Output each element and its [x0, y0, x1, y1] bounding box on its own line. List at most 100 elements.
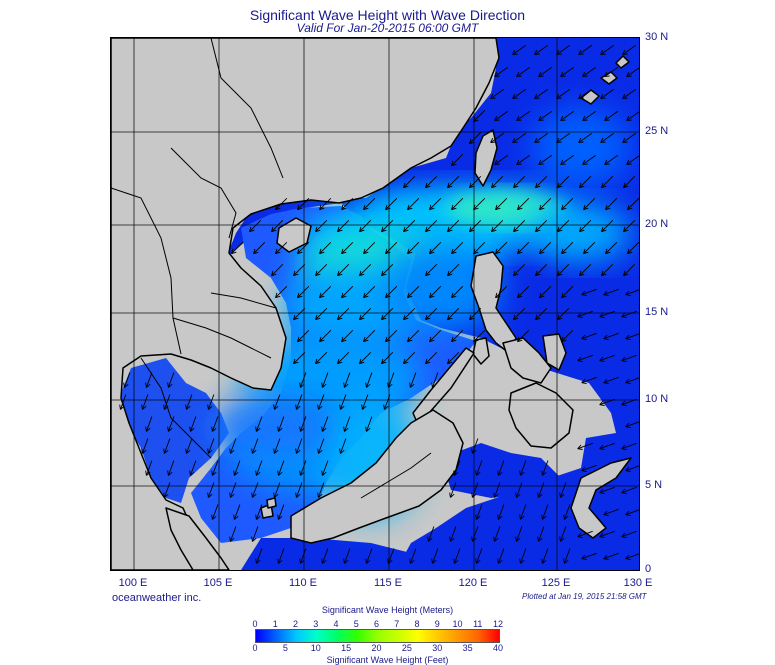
- lon-label-110e: 110 E: [289, 577, 317, 589]
- wave-arrow: [623, 263, 636, 277]
- wave-arrow: [494, 155, 508, 166]
- wave-arrow: [622, 133, 636, 144]
- legend-meter-tick: 4: [333, 619, 339, 629]
- wave-arrow: [425, 175, 438, 189]
- wave-arrow: [560, 67, 574, 78]
- legend-meter-tick: 6: [373, 619, 380, 629]
- wave-arrow: [538, 111, 552, 122]
- wave-arrow: [341, 241, 354, 255]
- wave-arrow: [625, 509, 639, 516]
- wave-arrow: [561, 285, 574, 299]
- wave-arrow: [365, 416, 373, 432]
- wave-arrow: [167, 460, 175, 476]
- wave-arrow: [365, 372, 373, 388]
- wave-arrow: [451, 153, 464, 167]
- wave-arrow: [577, 530, 593, 538]
- wave-arrow: [299, 372, 307, 388]
- wave-arrow: [359, 351, 372, 365]
- wave-arrow: [605, 197, 618, 211]
- wave-arrow: [321, 416, 329, 432]
- wave-arrow: [145, 416, 153, 432]
- wave-arrow: [601, 263, 614, 277]
- legend-meter-tick: 10: [452, 619, 463, 629]
- wave-arrow: [319, 285, 332, 299]
- wave-arrow: [427, 526, 435, 542]
- wave-arrow: [319, 197, 332, 211]
- wave-arrow: [293, 307, 306, 321]
- wave-arrow: [516, 111, 530, 122]
- wave-arrow: [211, 416, 219, 432]
- wave-arrow: [233, 460, 241, 476]
- legend-meter-tick: 1: [272, 619, 278, 629]
- wave-arrow: [517, 285, 530, 299]
- legend-meter-tick: 0: [252, 619, 258, 629]
- wave-arrow: [425, 351, 438, 365]
- taiwan-island: [474, 129, 498, 187]
- wave-arrow: [493, 526, 501, 542]
- wave-arrow: [560, 111, 574, 122]
- wave-arrow: [189, 416, 197, 432]
- wave-arrow: [557, 175, 570, 189]
- wave-arrow: [271, 219, 284, 233]
- wave-arrow: [231, 241, 244, 255]
- wave-arrow: [387, 548, 395, 564]
- wave-arrow: [255, 504, 263, 520]
- wave-arrow: [541, 548, 549, 564]
- country-borders: [111, 38, 432, 499]
- wave-arrow: [475, 504, 483, 520]
- wave-arrow: [559, 482, 567, 498]
- wave-arrow: [449, 526, 457, 542]
- wave-arrow: [429, 329, 442, 343]
- wave-arrow: [295, 394, 303, 410]
- wave-arrow: [429, 241, 442, 255]
- java-sea: [241, 538, 421, 570]
- wave-arrow: [515, 482, 523, 498]
- wave-arrow: [535, 175, 548, 189]
- wave-arrow: [582, 111, 596, 122]
- lat-label-10n: 10 N: [645, 393, 669, 405]
- wave-direction-arrows: [119, 45, 639, 564]
- legend-title-meters: Significant Wave Height (Meters): [321, 605, 454, 615]
- wave-arrow: [563, 504, 571, 520]
- lon-label-120e: 120 E: [458, 577, 488, 589]
- wave-arrow: [359, 263, 372, 277]
- wave-arrow: [403, 307, 416, 321]
- wave-arrow: [622, 89, 636, 100]
- wave-arrow: [343, 372, 351, 388]
- wave-arrow: [515, 526, 523, 542]
- wave-arrow: [381, 219, 394, 233]
- wave-arrow: [538, 155, 552, 166]
- wave-arrow: [299, 460, 307, 476]
- wave-arrow: [577, 310, 593, 318]
- wave-arrow: [451, 285, 464, 299]
- wave-arrow: [359, 219, 372, 233]
- lat-label-30n: 30 N: [645, 31, 669, 43]
- legend-meter-tick: 8: [414, 619, 420, 629]
- wave-arrow: [581, 332, 597, 340]
- wave-arrow: [535, 219, 548, 233]
- wave-arrow: [255, 416, 263, 432]
- sulawesi-island: [570, 457, 632, 539]
- wave-arrow: [556, 89, 570, 100]
- wave-arrow: [425, 307, 438, 321]
- wave-arrow: [517, 329, 530, 343]
- wave-arrow: [273, 438, 281, 454]
- wave-arrow: [582, 67, 596, 78]
- wave-arrow: [621, 354, 637, 362]
- wave-arrow: [599, 310, 615, 318]
- wave-arrow: [385, 197, 398, 211]
- wave-arrow: [494, 67, 508, 78]
- legend-feet-tick: 40: [492, 643, 504, 653]
- wave-arrow: [385, 285, 398, 299]
- wave-arrow: [211, 504, 219, 520]
- wave-arrow: [471, 526, 479, 542]
- wave-arrow: [273, 394, 281, 410]
- wave-arrow: [337, 307, 350, 321]
- wave-arrow: [557, 263, 570, 277]
- wave-arrow: [512, 45, 526, 56]
- lon-label-115e: 115 E: [374, 577, 402, 589]
- wave-arrow: [519, 504, 527, 520]
- wave-arrow: [163, 394, 171, 410]
- wave-arrow: [579, 263, 592, 277]
- legend-feet-tick: 20: [371, 643, 382, 653]
